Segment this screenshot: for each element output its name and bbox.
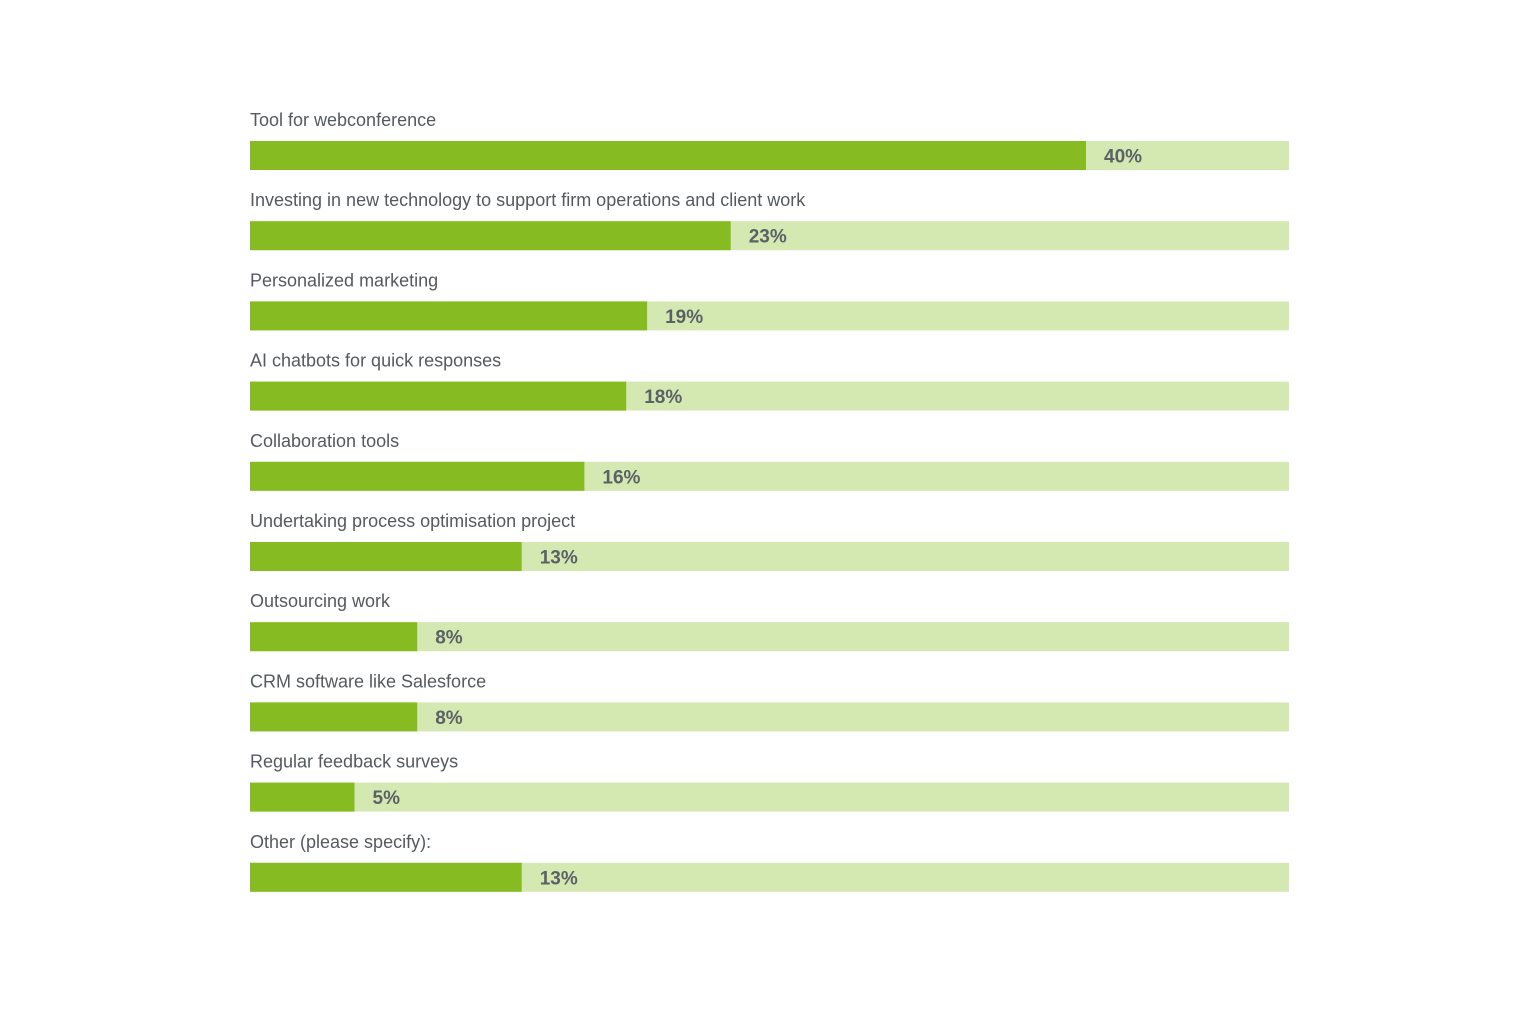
value-label: 23%: [749, 227, 787, 248]
bar: [250, 782, 355, 812]
bar: [250, 381, 627, 411]
bar: [250, 622, 418, 652]
value-label: 8%: [435, 708, 463, 729]
category-label: Personalized marketing: [250, 270, 438, 290]
bar: [250, 141, 1086, 170]
category-label: Tool for webconference: [250, 110, 436, 130]
bar-row: Outsourcing work 8%: [250, 591, 1289, 652]
value-label: 16%: [602, 467, 640, 488]
bar-row: Tool for webconference 40%: [250, 110, 1289, 170]
value-label: 13%: [540, 548, 578, 569]
value-label: 18%: [644, 387, 682, 408]
bar-row: Other (please specify): 13%: [250, 832, 1289, 892]
bar: [250, 461, 585, 491]
bar: [250, 221, 731, 251]
bar-row: Regular feedback surveys 5%: [250, 752, 1289, 812]
value-label: 40%: [1104, 147, 1142, 168]
category-label: CRM software like Salesforce: [250, 671, 486, 691]
bar: [250, 862, 522, 892]
bar-row: Investing in new technology to support f…: [250, 190, 1289, 251]
category-label: Investing in new technology to support f…: [250, 190, 806, 210]
bar-row: Collaboration tools 16%: [250, 431, 1289, 491]
bar-row: AI chatbots for quick responses 18%: [250, 351, 1289, 411]
bar-track: [250, 622, 1289, 652]
value-label: 5%: [373, 788, 401, 809]
value-label: 8%: [435, 628, 463, 649]
bar: [250, 542, 522, 571]
category-label: Regular feedback surveys: [250, 752, 458, 772]
bar: [250, 702, 418, 732]
category-label: AI chatbots for quick responses: [250, 351, 501, 371]
value-label: 13%: [540, 868, 578, 889]
bar-track: [250, 702, 1289, 732]
category-label: Other (please specify):: [250, 832, 431, 852]
bar-row: CRM software like Salesforce 8%: [250, 671, 1289, 732]
category-label: Outsourcing work: [250, 591, 391, 611]
bar-row: Personalized marketing 19%: [250, 270, 1289, 331]
bar-row: Undertaking process optimisation project…: [250, 511, 1289, 571]
category-label: Collaboration tools: [250, 431, 399, 451]
bar: [250, 301, 648, 331]
value-label: 19%: [665, 307, 703, 328]
category-label: Undertaking process optimisation project: [250, 511, 575, 531]
bar-track: [250, 782, 1289, 812]
